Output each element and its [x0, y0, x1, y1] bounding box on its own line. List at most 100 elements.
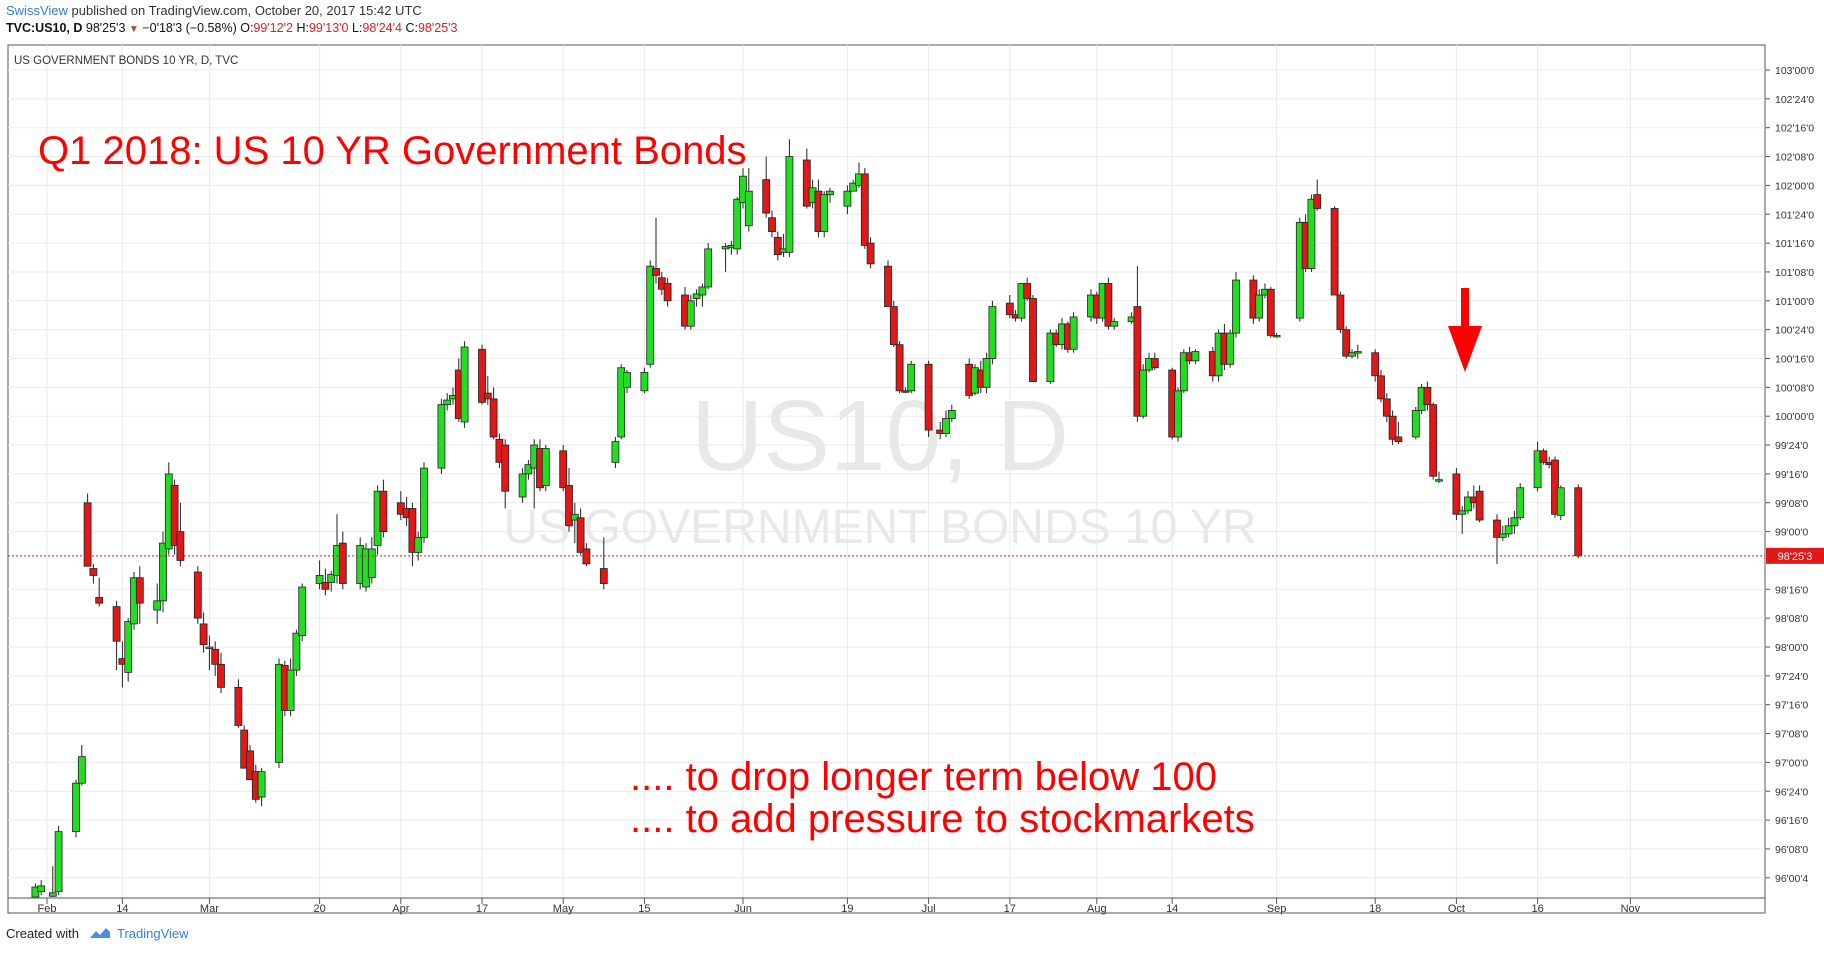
candle	[947, 404, 956, 422]
y-axis-tick-label: 97'24'0	[1775, 671, 1808, 683]
candle	[460, 341, 469, 428]
candle-body	[286, 669, 295, 711]
candle	[942, 410, 950, 437]
x-axis-tick-label: Nov	[1621, 903, 1641, 915]
x-axis-tick-label: Apr	[392, 903, 409, 915]
candle-body	[1191, 351, 1200, 362]
candle	[257, 768, 266, 807]
candle-body	[327, 573, 336, 583]
down-arrow-icon	[1448, 288, 1482, 372]
candle-body	[1382, 398, 1391, 417]
y-axis-tick-label: 101'08'0	[1775, 267, 1814, 279]
headline-annotation: Q1 2018: US 10 YR Government Bonds	[38, 129, 747, 173]
last-price-tag	[1766, 547, 1824, 564]
high-value: 99'13'0	[308, 21, 349, 35]
candle-body	[1475, 490, 1484, 521]
y-axis-tick-label: 96'00'4	[1775, 873, 1808, 885]
footer: Created with TradingView	[6, 926, 189, 943]
candle-body	[298, 586, 307, 636]
candle-body	[704, 248, 713, 288]
candle	[1272, 333, 1281, 338]
y-axis-tick-label: 98'00'0	[1775, 642, 1808, 654]
candle-body	[1139, 369, 1148, 417]
candle	[692, 289, 701, 307]
candle	[773, 231, 782, 261]
candle-body	[802, 159, 811, 207]
candle	[54, 825, 63, 896]
x-axis-tick-label: Jul	[922, 903, 936, 915]
candle	[1150, 352, 1159, 371]
candle-body	[1493, 519, 1501, 538]
y-axis-tick-label: 100'24'0	[1775, 325, 1814, 337]
y-axis-tick-label: 99'00'0	[1775, 527, 1808, 539]
candle-body	[1388, 415, 1397, 440]
candle-body	[640, 371, 649, 392]
candle	[1104, 277, 1113, 330]
last-price: 98'25'3	[85, 21, 126, 35]
y-axis-tick-label: 99'16'0	[1775, 469, 1808, 481]
candle	[1464, 491, 1472, 515]
candle-body	[988, 306, 997, 359]
candle	[860, 168, 869, 249]
candle	[559, 445, 568, 492]
candle	[1556, 485, 1565, 521]
candle-body	[112, 606, 121, 642]
candle	[48, 866, 57, 897]
candle	[1458, 506, 1467, 534]
candle-body	[895, 344, 904, 392]
candle	[576, 508, 585, 555]
change-value: −0'18'3 (−0.58%)	[142, 21, 237, 35]
candle-body	[768, 217, 776, 232]
candle-body	[692, 293, 701, 299]
candle-body	[193, 571, 202, 619]
candle-body	[907, 363, 916, 392]
candle-body	[1452, 473, 1461, 515]
candle-body	[1029, 298, 1037, 382]
candle	[1307, 194, 1316, 272]
candle-body	[599, 568, 608, 584]
candle-body	[414, 536, 423, 553]
x-axis-tick-label: Mar	[200, 903, 219, 915]
candle-body	[420, 467, 428, 538]
tradingview-brand-link[interactable]: TradingView	[116, 926, 189, 941]
open-label: O:	[240, 21, 254, 35]
candle	[617, 364, 626, 440]
candle-body	[1272, 335, 1281, 338]
candle-body	[1104, 283, 1113, 327]
candle	[907, 360, 916, 394]
candle	[686, 295, 695, 330]
candle	[982, 352, 991, 394]
chart-title: US GOVERNMENT BONDS 10 YR, D, TVC	[14, 55, 238, 67]
candle-body	[942, 418, 950, 434]
candle	[1504, 517, 1513, 538]
candle-body	[1371, 352, 1380, 377]
candle	[1498, 525, 1507, 541]
candle-body	[1353, 351, 1362, 354]
candle	[1266, 286, 1275, 338]
candle-body	[83, 502, 92, 567]
candle	[1226, 329, 1235, 368]
low-value: 98'24'4	[362, 21, 402, 35]
x-axis-tick-label: 19	[841, 903, 853, 915]
candle	[988, 300, 997, 365]
candle-body	[1458, 510, 1467, 515]
candle	[298, 583, 307, 642]
candle	[205, 635, 214, 671]
candle-body	[924, 363, 933, 431]
candle	[1232, 271, 1240, 338]
x-axis-tick-label: 20	[313, 903, 325, 915]
candle	[1377, 370, 1385, 403]
x-axis-tick-label: May	[553, 903, 574, 915]
candle-body	[1411, 410, 1420, 438]
candle-body	[1133, 306, 1142, 417]
candle-body	[843, 190, 852, 207]
candle	[217, 652, 225, 694]
candle	[1371, 349, 1380, 382]
author-link[interactable]: SwissView	[6, 3, 68, 18]
candle	[83, 493, 92, 567]
candle-body	[1539, 450, 1548, 463]
candle	[159, 531, 167, 613]
candle	[744, 168, 753, 232]
candle-body	[275, 663, 283, 763]
